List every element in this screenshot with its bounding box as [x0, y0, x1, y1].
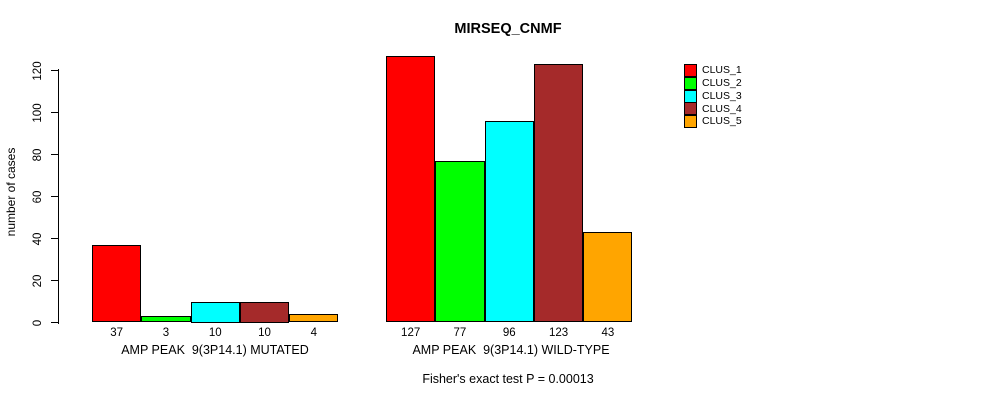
bar-clus_1-group2 — [386, 55, 436, 323]
legend: CLUS_1 CLUS_2 CLUS_3 CLUS_4 CLUS_5 — [684, 63, 742, 129]
y-axis-tick — [50, 321, 58, 324]
bar-clus_3-group1 — [190, 301, 240, 323]
legend-entry-clus1: CLUS_1 — [684, 63, 742, 77]
bar-value-label: 43 — [601, 327, 615, 339]
legend-label-clus3: CLUS_3 — [702, 89, 742, 102]
y-axis-tick-label: 0 — [32, 319, 44, 326]
bar-clus_1-group1 — [92, 244, 142, 323]
bar-value-label: 4 — [310, 327, 318, 339]
bar-value-label: 10 — [208, 327, 222, 339]
y-axis-tick — [50, 195, 58, 198]
legend-swatch-clus5-icon — [684, 115, 697, 129]
y-axis-tick — [50, 153, 58, 156]
y-axis-tick-label: 120 — [32, 60, 44, 81]
y-axis-tick — [50, 69, 58, 72]
y-axis-tick-label: 80 — [32, 148, 44, 161]
bar-value-label: 37 — [110, 327, 124, 339]
legend-label-clus2: CLUS_2 — [702, 76, 742, 89]
legend-entry-clus5: CLUS_5 — [684, 115, 742, 129]
bar-clus_2-group1 — [141, 316, 191, 323]
y-axis-tick-label: 20 — [32, 274, 44, 287]
y-axis-line — [57, 69, 59, 324]
legend-label-clus4: CLUS_4 — [702, 102, 742, 115]
legend-swatch-clus3-icon — [684, 89, 697, 103]
y-axis-tick-label: 60 — [32, 190, 44, 203]
bar-clus_4-group1 — [239, 301, 290, 323]
legend-swatch-clus2-icon — [684, 76, 697, 90]
y-axis-label: number of cases — [4, 147, 18, 237]
group-label-mutated: AMP PEAK 9(3P14.1) MUTATED — [121, 343, 309, 357]
bar-value-label: 10 — [258, 327, 271, 339]
bar-value-label: 127 — [401, 327, 421, 339]
legend-swatch-clus4-icon — [684, 102, 697, 116]
y-axis-tick — [50, 237, 58, 240]
y-axis-tick — [50, 279, 58, 282]
bar-clus_5-group2 — [583, 232, 633, 323]
legend-label-clus5: CLUS_5 — [702, 115, 742, 128]
legend-swatch-clus1-icon — [684, 63, 697, 77]
bar-value-label: 3 — [162, 327, 170, 339]
bar-value-label: 96 — [502, 327, 516, 339]
y-axis-tick — [50, 111, 58, 114]
bar-clus_5-group1 — [289, 314, 339, 323]
bar-value-label: 77 — [453, 327, 467, 339]
y-axis-tick-label: 100 — [32, 102, 44, 123]
group-label-wildtype: AMP PEAK 9(3P14.1) WILD-TYPE — [412, 343, 610, 357]
legend-entry-clus2: CLUS_2 — [684, 76, 742, 90]
bar-clus_2-group2 — [435, 160, 485, 323]
fisher-test-annotation: Fisher's exact test P = 0.00013 — [422, 372, 594, 386]
y-axis-tick-label: 40 — [32, 232, 44, 245]
bar-clus_4-group2 — [533, 64, 584, 323]
bar-clus_3-group2 — [484, 120, 534, 323]
legend-label-clus1: CLUS_1 — [702, 64, 742, 77]
legend-entry-clus4: CLUS_4 — [684, 102, 742, 116]
bar-value-label: 123 — [548, 327, 569, 339]
chart-title: MIRSEQ_CNMF — [454, 21, 562, 37]
legend-entry-clus3: CLUS_3 — [684, 89, 742, 103]
